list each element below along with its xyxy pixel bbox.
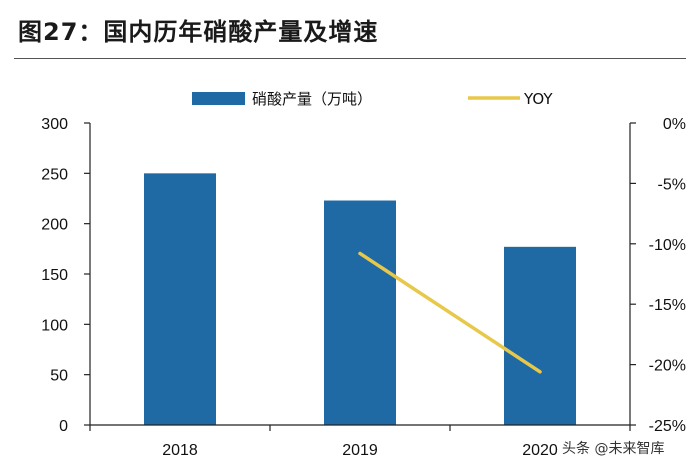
x-tick-label-2019: 2019: [342, 442, 378, 459]
watermark: 头条 @未来智库: [558, 438, 669, 458]
right-tick-label: -10%: [649, 237, 686, 254]
left-tick-label: 100: [41, 317, 68, 334]
left-axis-ticks: 0 50 100 150 200 250 300: [41, 116, 90, 435]
right-tick-label: -5%: [658, 176, 686, 193]
legend-label-yoy: YOY: [523, 90, 553, 108]
x-tick-label-2018: 2018: [162, 442, 198, 459]
left-tick-label: 300: [41, 116, 68, 133]
left-tick-label: 200: [41, 217, 68, 234]
bar-group: [144, 173, 576, 425]
yoy-line-layer: [358, 251, 542, 374]
left-tick-label: 250: [41, 166, 68, 183]
legend-swatch-production: [192, 92, 245, 105]
right-axis-ticks: 0% -5% -10% -15% -20% -25%: [630, 116, 686, 435]
right-tick-label: -25%: [649, 418, 686, 435]
title-divider: [14, 58, 686, 59]
left-tick-label: 150: [41, 267, 68, 284]
left-tick-label: 0: [59, 418, 68, 435]
bar-2019: [324, 200, 396, 425]
x-tick-label-2020: 2020: [522, 442, 558, 459]
legend: 硝酸产量（万吨） YOY: [192, 90, 553, 108]
bar-2018: [144, 173, 216, 425]
left-tick-label: 50: [50, 368, 68, 385]
bar-2020: [504, 246, 576, 425]
chart-title: 图27：国内历年硝酸产量及增速: [18, 18, 379, 46]
x-axis-ticks: 2018 2019 2020: [89, 425, 631, 459]
legend-label-production: 硝酸产量（万吨）: [252, 90, 372, 108]
yoy-line: [358, 251, 542, 374]
right-tick-label: -15%: [649, 297, 686, 314]
right-tick-label: 0%: [663, 116, 686, 133]
right-tick-label: -20%: [649, 358, 686, 375]
